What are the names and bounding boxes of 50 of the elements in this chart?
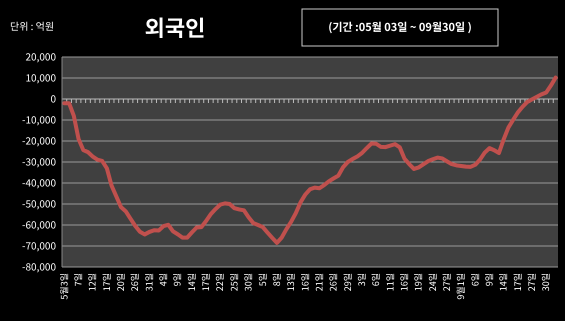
- x-tick-label: 8일: [270, 273, 283, 286]
- x-tick-label: 5일: [256, 273, 269, 286]
- x-tick-label: 16일: [397, 273, 410, 292]
- y-axis-title: 단위 : 억원: [10, 18, 54, 33]
- x-tick-label: 27일: [525, 273, 538, 292]
- x-tick-label: 11일: [383, 273, 396, 292]
- x-tick-label: 6일: [369, 273, 382, 286]
- chart-subtitle: (기간 :05월 03일 ~ 09월30일 ): [328, 19, 472, 35]
- y-tick-label: 20,000: [25, 48, 56, 64]
- x-tick-label: 26일: [326, 273, 340, 292]
- x-tick-label: 3일: [354, 273, 368, 286]
- x-tick-label: 4일: [156, 273, 170, 286]
- y-tick-label: -60,000: [22, 216, 56, 232]
- x-tick-label: 26일: [128, 273, 142, 292]
- x-tick-label: 24일: [426, 273, 439, 292]
- y-tick-label: -80,000: [22, 258, 56, 274]
- x-tick-label: 17일: [199, 273, 212, 292]
- x-tick-label: 9일: [170, 273, 184, 286]
- x-tick-label: 17일: [100, 273, 113, 292]
- x-tick-label: 9월1일: [454, 273, 468, 300]
- x-tick-label: 14일: [184, 273, 198, 292]
- x-tick-label: 21일: [312, 273, 326, 292]
- x-tick-label: 31일: [142, 273, 156, 292]
- y-tick-label: -30,000: [22, 154, 56, 168]
- x-tick-label: 6일: [468, 273, 482, 286]
- x-tick-label: 17일: [510, 273, 524, 292]
- x-tick-label: 13일: [284, 273, 298, 292]
- x-tick-label: 14일: [496, 273, 510, 292]
- line-series: [62, 76, 558, 245]
- x-tick-label: 29일: [340, 273, 354, 292]
- x-tick-label: 12일: [86, 273, 99, 292]
- y-tick-label: 10,000: [25, 70, 56, 84]
- y-tick-label: -10,000: [22, 112, 56, 126]
- x-tick-label: 20일: [114, 273, 128, 292]
- x-tick-label: 22일: [213, 273, 226, 292]
- x-tick-label: 7일: [72, 273, 85, 286]
- x-tick-label: 25일: [227, 273, 240, 292]
- chart-title: 외국인: [144, 11, 206, 43]
- y-tick-label: 0: [50, 90, 56, 106]
- y-tick-label: -20,000: [22, 132, 56, 148]
- x-tick-label: 16일: [298, 273, 312, 292]
- x-tick-label: 27일: [440, 273, 453, 292]
- x-tick-label: 30일: [539, 273, 552, 292]
- y-tick-label: -40,000: [22, 174, 56, 190]
- x-tick-label: 9일: [482, 273, 496, 286]
- x-tick-label: 30일: [242, 273, 255, 292]
- x-tick-label: 5월3일: [57, 273, 70, 300]
- x-tick-label: 19일: [412, 273, 425, 292]
- y-tick-label: -50,000: [22, 196, 56, 210]
- y-tick-label: -70,000: [22, 238, 56, 252]
